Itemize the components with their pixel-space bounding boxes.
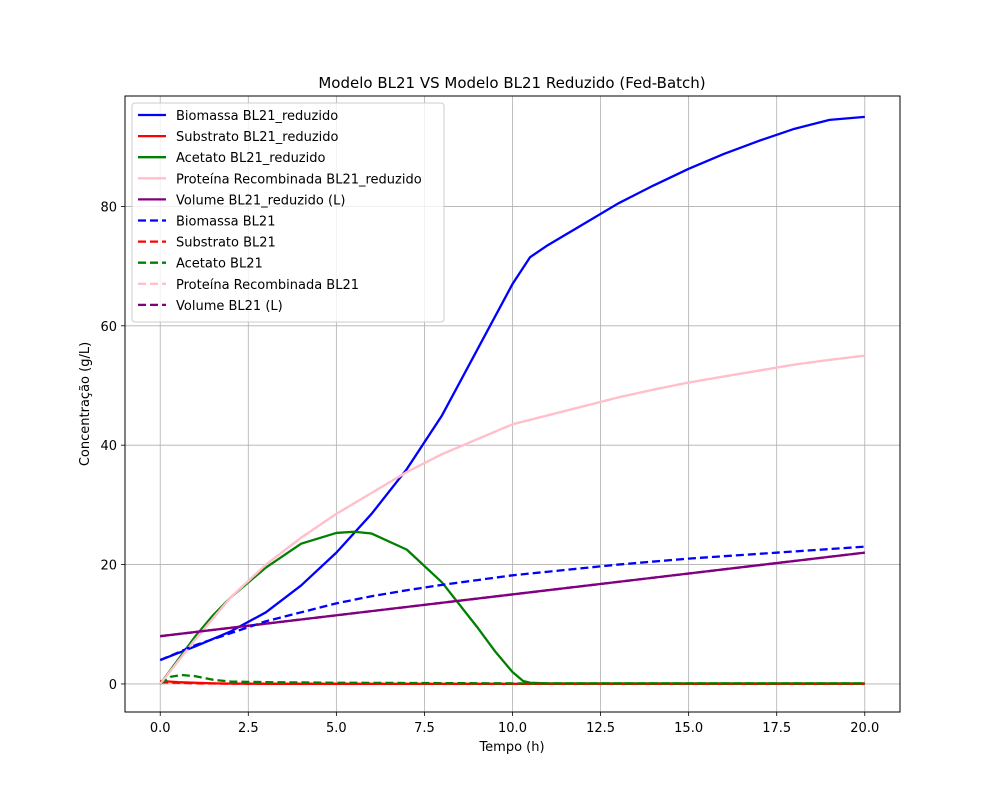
legend-entry-label: Proteína Recombinada BL21 xyxy=(176,278,359,293)
legend-entry-label: Acetato BL21 xyxy=(176,257,263,272)
series-line-biomassa-bl21-reduzido xyxy=(159,115,865,662)
x-tick-label: 7.5 xyxy=(414,721,435,736)
legend-entry-label: Proteína Recombinada BL21_reduzido xyxy=(176,172,422,187)
x-tick-label: 5.0 xyxy=(326,721,347,736)
y-tick-label: 80 xyxy=(100,200,117,215)
series-line-prote-na-recombinada-bl21 xyxy=(159,354,865,685)
x-tick-label: 17.5 xyxy=(762,721,791,736)
y-tick-label: 0 xyxy=(109,678,117,693)
chart-title: Modelo BL21 VS Modelo BL21 Reduzido (Fed… xyxy=(318,74,705,92)
x-axis-label: Tempo (h) xyxy=(478,740,544,755)
y-tick-label: 60 xyxy=(100,320,117,335)
series-line-volume-bl21-l xyxy=(160,551,865,638)
x-tick-label: 15.0 xyxy=(674,721,703,736)
y-tick-label: 40 xyxy=(100,439,117,454)
legend-entry-label: Substrato BL21 xyxy=(176,236,276,251)
x-tick-label: 10.0 xyxy=(498,721,527,736)
x-tick-label: 20.0 xyxy=(850,721,879,736)
legend-box xyxy=(131,102,445,323)
series-line-acetato-bl21-reduzido xyxy=(159,530,865,685)
legend-entry-label: Biomassa BL21_reduzido xyxy=(176,109,338,124)
x-tick-label: 2.5 xyxy=(238,721,259,736)
y-axis-label: Concentração (g/L) xyxy=(78,342,93,466)
legend-entry-label: Acetato BL21_reduzido xyxy=(176,151,325,166)
y-tick-label: 20 xyxy=(100,559,117,574)
legend-entry-label: Volume BL21_reduzido (L) xyxy=(176,193,345,208)
axis-ticks: 0.0 2.5 5.0 7.5 10.0 12.5 15.0 17.5 20.0 0 20 40 60 8… xyxy=(100,200,879,736)
legend-entry-label: Substrato BL21_reduzido xyxy=(176,130,339,145)
x-tick-label: 12.5 xyxy=(586,721,615,736)
legend-entry-label: Biomassa BL21 xyxy=(176,215,275,230)
series-lines xyxy=(159,115,865,686)
legend: Biomassa BL21_reduzido Substrato BL21_red… xyxy=(131,102,445,323)
series-line-acetato-bl21 xyxy=(159,673,865,685)
legend-entry-label: Volume BL21 (L) xyxy=(176,299,283,314)
x-tick-label: 0.0 xyxy=(150,721,171,736)
series-line-biomassa-bl21 xyxy=(159,545,865,662)
